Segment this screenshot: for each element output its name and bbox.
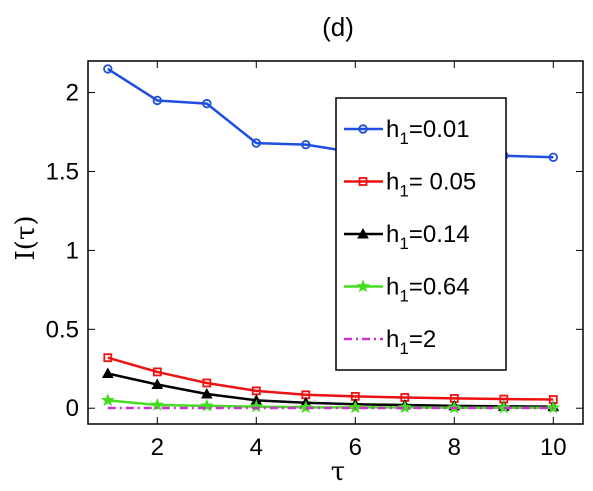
x-axis-title: τ bbox=[331, 457, 345, 487]
legend-marker bbox=[356, 279, 370, 293]
legend-item-4: h1=2 bbox=[344, 326, 436, 358]
legend-item-0: h1=0.01 bbox=[344, 116, 470, 148]
data-point bbox=[546, 400, 561, 414]
data-point bbox=[101, 367, 114, 378]
data-point bbox=[103, 64, 113, 74]
x-tick-label: 10 bbox=[540, 434, 567, 461]
legend-label: h1=0.14 bbox=[386, 221, 470, 253]
legend-label: h1=2 bbox=[386, 326, 436, 358]
data-point bbox=[202, 378, 212, 388]
data-point bbox=[200, 387, 213, 399]
data-point bbox=[251, 138, 261, 148]
x-tick-label: 4 bbox=[250, 434, 263, 461]
axes-layer: 2 4 6 8 10 0 0.5 1 1.5 2 bbox=[46, 61, 583, 461]
data-point bbox=[152, 367, 162, 377]
series-line bbox=[107, 356, 554, 401]
legend-item-2: h1=0.14 bbox=[344, 221, 470, 253]
legend: h1=0.01 h1= 0.05 h1=0.14 h1=0.64 h1=2 bbox=[335, 97, 507, 371]
legend-item-1: h1= 0.05 bbox=[344, 169, 476, 201]
data-point bbox=[151, 378, 164, 390]
data-point bbox=[202, 98, 212, 109]
data-point bbox=[152, 95, 162, 106]
legend-label: h1=0.64 bbox=[386, 274, 470, 306]
legend-marker bbox=[357, 227, 369, 239]
data-point bbox=[398, 400, 412, 414]
legend-label: h1=0.01 bbox=[386, 116, 470, 148]
series-line bbox=[107, 372, 554, 408]
data-point bbox=[103, 353, 113, 363]
legend-marker bbox=[358, 124, 368, 134]
data-point bbox=[101, 393, 115, 407]
x-tick-label: 6 bbox=[349, 434, 362, 461]
data-point bbox=[548, 152, 558, 162]
legend-marker bbox=[358, 177, 368, 186]
y-tick-label: 1 bbox=[66, 237, 79, 264]
y-tick-label: 0.5 bbox=[46, 316, 79, 343]
x-tick-label: 8 bbox=[448, 434, 461, 461]
series-layer bbox=[101, 64, 561, 414]
y-tick-label: 0 bbox=[66, 395, 79, 422]
legend-item-3: h1=0.64 bbox=[344, 274, 470, 306]
legend-label: h1= 0.05 bbox=[386, 169, 476, 201]
plot-frame bbox=[87, 60, 584, 425]
data-point bbox=[200, 398, 214, 412]
data-point bbox=[301, 139, 311, 150]
y-tick-label: 1.5 bbox=[46, 158, 79, 185]
chart-title: (d) bbox=[322, 12, 354, 42]
y-tick-label: 2 bbox=[66, 80, 79, 107]
x-tick-label: 2 bbox=[151, 434, 164, 461]
y-axis-title: I(τ) bbox=[11, 216, 41, 261]
